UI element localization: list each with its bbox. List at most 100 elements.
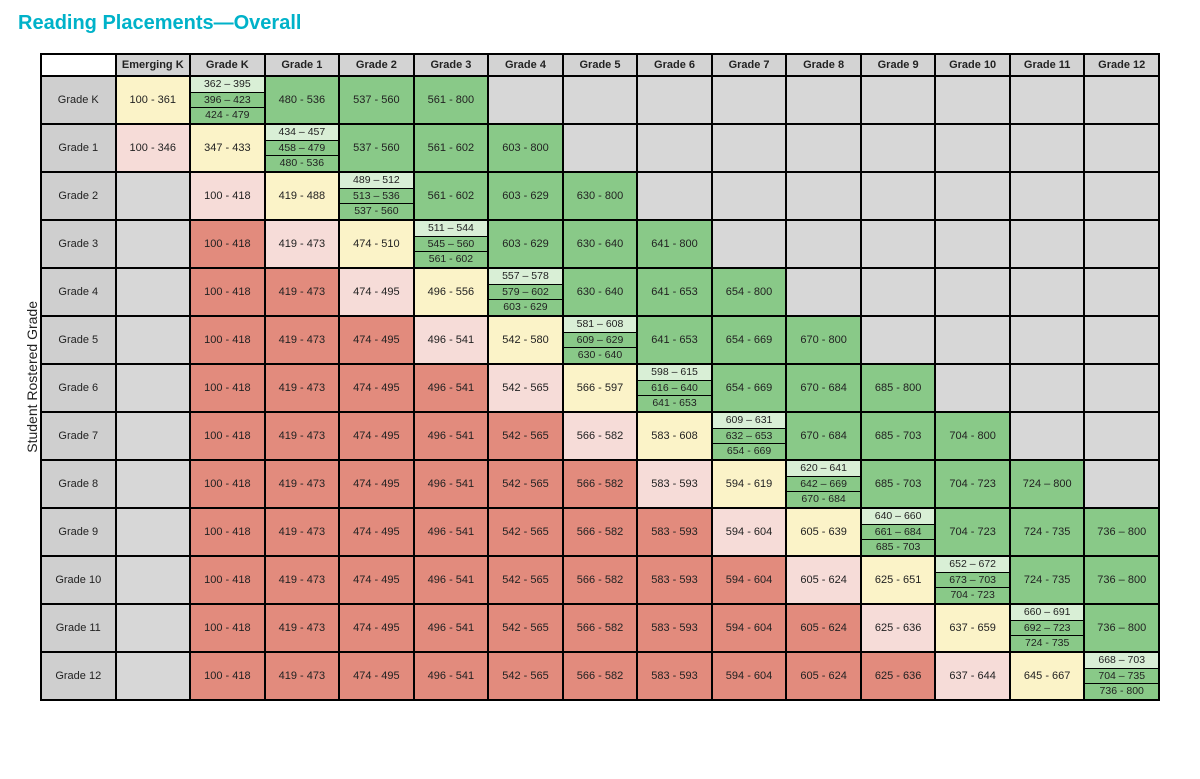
cell xyxy=(1010,412,1085,460)
sub-band: 661 – 684 xyxy=(862,524,935,540)
cell-value: 724 - 735 xyxy=(1011,509,1084,555)
cell: 419 - 473 xyxy=(265,460,340,508)
cell-value: 603 - 629 xyxy=(489,221,562,267)
cell: 100 - 418 xyxy=(190,172,265,220)
cell xyxy=(1084,220,1159,268)
cell: 347 - 433 xyxy=(190,124,265,172)
cell: 100 - 346 xyxy=(116,124,191,172)
cell-value: 474 - 510 xyxy=(340,221,413,267)
cell: 566 - 582 xyxy=(563,652,638,700)
cell: 594 - 604 xyxy=(712,508,787,556)
cell: 583 - 608 xyxy=(637,412,712,460)
cell: 419 - 473 xyxy=(265,316,340,364)
sub-band: 640 – 660 xyxy=(862,509,935,524)
cell xyxy=(861,172,936,220)
cell-value: 670 - 800 xyxy=(787,317,860,363)
cell-value: 605 - 624 xyxy=(787,605,860,651)
sub-band: 557 – 578 xyxy=(489,269,562,284)
cell: 537 - 560 xyxy=(339,76,414,124)
cell xyxy=(712,124,787,172)
cell-value: 419 - 473 xyxy=(266,413,339,459)
cell: 511 – 544545 – 560561 - 602 xyxy=(414,220,489,268)
cell xyxy=(786,220,861,268)
cell xyxy=(116,652,191,700)
cell: 542 - 580 xyxy=(488,316,563,364)
cell-value: 583 - 593 xyxy=(638,653,711,699)
cell-value: 594 - 604 xyxy=(713,653,786,699)
cell-value: 561 - 602 xyxy=(415,125,488,171)
column-header: Grade 1 xyxy=(265,54,340,76)
cell-value: 419 - 473 xyxy=(266,653,339,699)
cell xyxy=(116,364,191,412)
column-header: Grade 2 xyxy=(339,54,414,76)
sub-band: 581 – 608 xyxy=(564,317,637,332)
placement-table: Emerging KGrade KGrade 1Grade 2Grade 3Gr… xyxy=(40,53,1160,701)
sub-band: 458 – 479 xyxy=(266,140,339,156)
cell xyxy=(116,316,191,364)
cell: 100 - 418 xyxy=(190,412,265,460)
cell-value: 605 - 639 xyxy=(787,509,860,555)
cell-value: 625 - 636 xyxy=(862,653,935,699)
sub-band: 434 – 457 xyxy=(266,125,339,140)
cell: 670 - 800 xyxy=(786,316,861,364)
cell: 583 - 593 xyxy=(637,508,712,556)
cell: 637 - 644 xyxy=(935,652,1010,700)
cell: 566 - 582 xyxy=(563,460,638,508)
sub-band: 424 - 479 xyxy=(191,107,264,123)
cell-value: 474 - 495 xyxy=(340,557,413,603)
row-header: Grade 12 xyxy=(41,652,116,700)
row-header: Grade 1 xyxy=(41,124,116,172)
cell: 583 - 593 xyxy=(637,460,712,508)
cell: 724 - 735 xyxy=(1010,508,1085,556)
cell-value: 474 - 495 xyxy=(340,605,413,651)
row-header: Grade 11 xyxy=(41,604,116,652)
cell-value: 474 - 495 xyxy=(340,413,413,459)
table-row: Grade 8100 - 418419 - 473474 - 495496 - … xyxy=(41,460,1159,508)
cell-value: 603 - 800 xyxy=(489,125,562,171)
cell xyxy=(935,124,1010,172)
cell-value: 537 - 560 xyxy=(340,77,413,123)
table-row: Grade 6100 - 418419 - 473474 - 495496 - … xyxy=(41,364,1159,412)
cell-value: 566 - 582 xyxy=(564,461,637,507)
cell: 419 - 473 xyxy=(265,412,340,460)
cell-value: 496 - 541 xyxy=(415,365,488,411)
cell: 474 - 495 xyxy=(339,412,414,460)
sub-band: 620 – 641 xyxy=(787,461,860,476)
cell-value: 736 – 800 xyxy=(1085,605,1158,651)
cell xyxy=(116,220,191,268)
row-header: Grade 6 xyxy=(41,364,116,412)
cell-value: 594 - 604 xyxy=(713,557,786,603)
cell: 640 – 660661 – 684685 - 703 xyxy=(861,508,936,556)
y-axis-label: Student Rostered Grade xyxy=(18,301,40,453)
cell: 566 - 582 xyxy=(563,412,638,460)
cell xyxy=(861,220,936,268)
sub-band: 642 – 669 xyxy=(787,476,860,492)
cell: 670 - 684 xyxy=(786,364,861,412)
cell-value: 496 - 541 xyxy=(415,317,488,363)
sub-band: 724 - 735 xyxy=(1011,635,1084,651)
cell: 100 - 361 xyxy=(116,76,191,124)
cell: 496 - 541 xyxy=(414,364,489,412)
cell: 724 – 800 xyxy=(1010,460,1085,508)
cell: 625 - 636 xyxy=(861,604,936,652)
cell: 419 - 473 xyxy=(265,508,340,556)
cell-value: 496 - 541 xyxy=(415,461,488,507)
cell: 685 - 703 xyxy=(861,460,936,508)
sub-band: 396 – 423 xyxy=(191,92,264,108)
column-header: Grade K xyxy=(190,54,265,76)
cell xyxy=(861,76,936,124)
sub-band: 630 - 640 xyxy=(564,347,637,363)
cell: 496 - 541 xyxy=(414,508,489,556)
cell: 566 - 582 xyxy=(563,556,638,604)
sub-band: 537 - 560 xyxy=(340,203,413,219)
row-header: Grade 9 xyxy=(41,508,116,556)
cell-value: 583 - 593 xyxy=(638,509,711,555)
cell-value: 474 - 495 xyxy=(340,317,413,363)
cell-value: 736 – 800 xyxy=(1085,557,1158,603)
cell: 419 - 473 xyxy=(265,364,340,412)
cell: 594 - 619 xyxy=(712,460,787,508)
sub-band: 692 – 723 xyxy=(1011,620,1084,636)
cell: 645 - 667 xyxy=(1010,652,1085,700)
cell: 419 - 473 xyxy=(265,652,340,700)
cell: 594 - 604 xyxy=(712,556,787,604)
